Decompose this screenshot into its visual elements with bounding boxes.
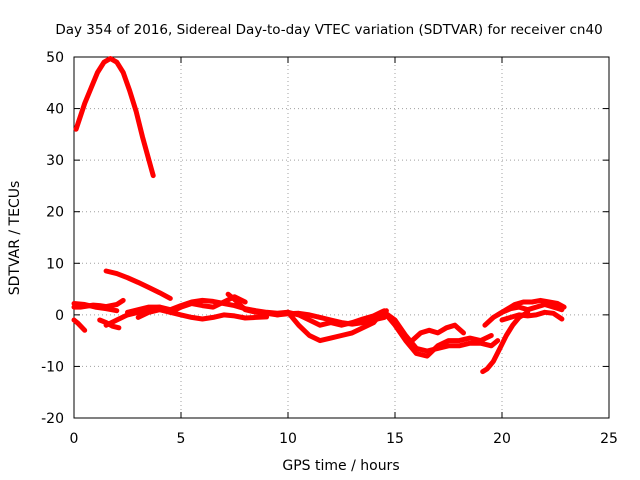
series-line-mid-2 [125,304,270,322]
y-tick-label: 40 [46,102,64,118]
series-line-dip-17 [409,322,466,344]
y-tick-label: 50 [46,50,64,66]
plot-frame [73,56,610,419]
y-axis-label: SDTVAR / TECUs [7,181,23,296]
axis-ticks: 0 5 10 15 20 25 -20 -10 0 10 20 30 40 50 [41,50,618,447]
x-tick-label: 15 [386,431,404,447]
chart-title: Day 354 of 2016, Sidereal Day-to-day VTE… [55,22,602,38]
series-line-arc-start-c [71,301,120,314]
series-line-mid-3 [135,294,248,320]
y-tick-label: 10 [46,256,64,272]
y-tick-label: -10 [41,359,64,375]
x-tick-label: 0 [70,431,79,447]
series-line-end-2 [495,297,567,318]
x-tick-label: 5 [177,431,186,447]
series-line-arc-high [73,56,156,179]
series-line-dip-16 [381,309,501,354]
series-line-dip-16b [383,312,494,359]
series-line-dip-11 [274,308,389,344]
y-tick-label: -20 [41,411,64,427]
x-tick-label: 25 [600,431,618,447]
series-line-dip-11b [285,308,387,328]
x-axis-label: GPS time / hours [282,458,399,474]
y-tick-label: 30 [46,153,64,169]
series-line-end-3 [499,309,565,323]
series-line-arc-start-b [71,317,88,333]
x-tick-label: 20 [493,431,511,447]
series-line-arc-8 [103,268,173,301]
grid [74,57,609,418]
series-line-dip-19 [480,309,531,375]
x-tick-label: 10 [279,431,297,447]
series-group [71,56,567,375]
y-tick-label: 20 [46,205,64,221]
y-tick-label: 0 [55,308,64,324]
